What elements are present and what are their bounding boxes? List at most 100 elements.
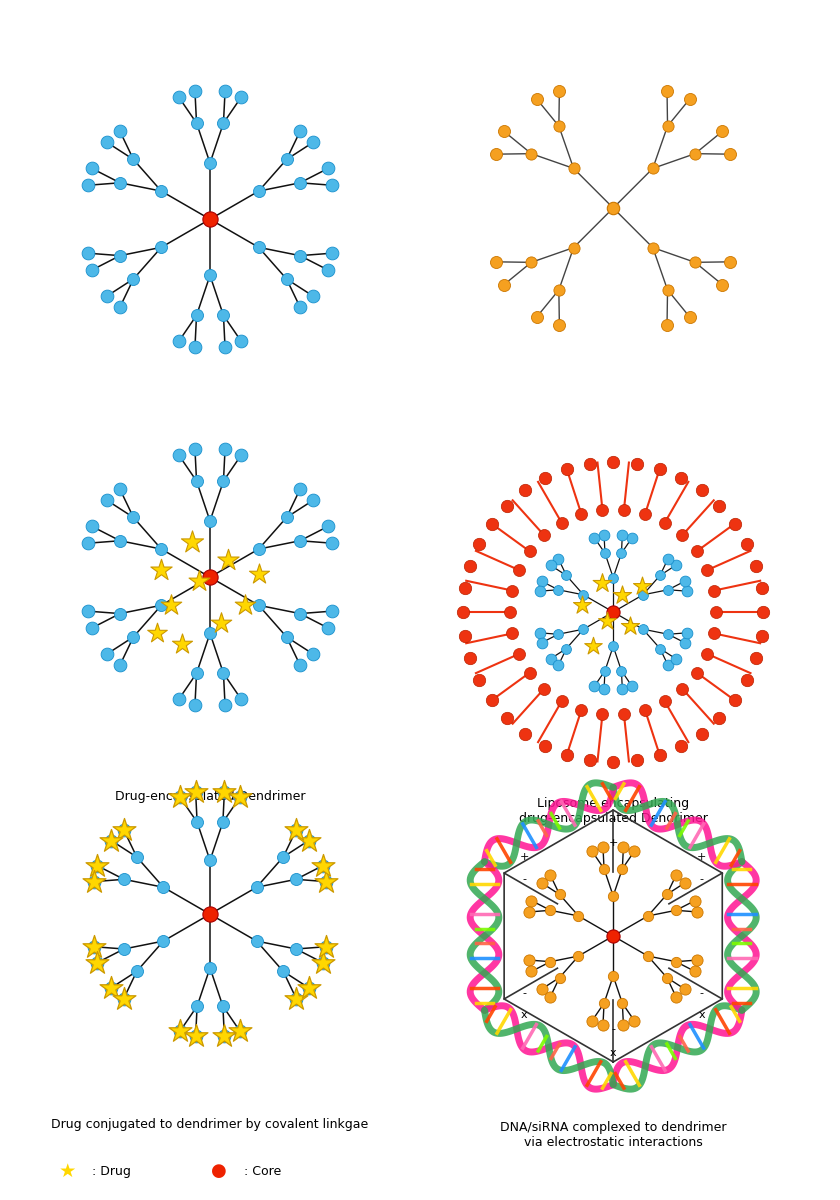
Point — [464, 556, 477, 575]
Point — [675, 526, 689, 545]
Point — [606, 752, 620, 772]
Point — [155, 238, 168, 257]
Point — [525, 890, 538, 910]
Point — [173, 1021, 186, 1040]
Point — [606, 966, 620, 985]
Point — [218, 695, 232, 714]
Point — [606, 568, 620, 587]
Point — [113, 656, 127, 676]
Point — [203, 959, 217, 978]
Point — [707, 624, 721, 643]
Point — [512, 644, 526, 664]
Point — [523, 662, 537, 682]
Point — [583, 454, 596, 473]
Point — [81, 175, 95, 194]
Point — [669, 901, 683, 920]
Point — [616, 994, 629, 1013]
Point — [740, 671, 753, 690]
Point — [150, 624, 164, 643]
Point — [87, 937, 101, 956]
Point — [606, 637, 620, 656]
Point — [85, 618, 98, 637]
Text: +: + — [608, 838, 618, 848]
Text: -: - — [612, 814, 615, 823]
Point — [239, 595, 252, 614]
Point — [757, 602, 770, 622]
Point — [189, 1027, 202, 1046]
Point — [595, 574, 608, 593]
Point — [203, 210, 217, 229]
Point — [749, 556, 763, 575]
Point — [293, 479, 307, 498]
Point — [218, 82, 232, 101]
Point — [583, 751, 596, 770]
Point — [216, 812, 229, 832]
Point — [678, 571, 691, 590]
Point — [678, 634, 691, 653]
Point — [90, 953, 103, 972]
Point — [598, 544, 612, 563]
Point — [203, 905, 217, 924]
Point — [567, 158, 580, 178]
Point — [203, 851, 217, 870]
Text: : Core: : Core — [244, 1165, 281, 1177]
Point — [216, 996, 229, 1015]
Point — [512, 560, 526, 580]
Point — [501, 709, 514, 728]
Text: -: - — [522, 989, 527, 998]
Point — [638, 701, 652, 720]
Point — [533, 582, 546, 601]
Point — [172, 690, 186, 709]
Point — [669, 988, 683, 1007]
Point — [690, 542, 703, 562]
Point — [290, 989, 303, 1008]
Text: -: - — [700, 874, 704, 883]
Point — [625, 677, 638, 696]
Point — [155, 595, 168, 614]
Point — [203, 568, 217, 587]
Point — [572, 947, 585, 966]
Point — [276, 847, 290, 866]
Point — [113, 604, 127, 623]
Point — [689, 144, 702, 163]
Point — [280, 269, 293, 288]
Point — [716, 275, 729, 294]
Point — [669, 952, 683, 971]
Point — [473, 671, 486, 690]
Point — [575, 595, 589, 614]
Point — [577, 619, 591, 638]
Point — [669, 556, 682, 575]
Point — [497, 275, 511, 294]
Point — [234, 445, 248, 464]
Point — [173, 787, 186, 806]
Point — [319, 937, 333, 956]
Point — [552, 655, 565, 674]
Point — [105, 978, 118, 997]
Point — [317, 856, 330, 875]
Point — [660, 316, 674, 335]
Point — [317, 856, 330, 875]
Point — [543, 865, 557, 884]
Point — [538, 526, 551, 545]
Point — [290, 989, 303, 1008]
Point — [252, 595, 265, 614]
Text: Liposome encapsulating
drug-encapsulated Dendrimer: Liposome encapsulating drug-encapsulated… — [519, 798, 707, 826]
Point — [81, 601, 95, 620]
Point — [485, 514, 498, 533]
Point — [538, 679, 551, 698]
Point — [501, 496, 514, 515]
Point — [588, 528, 601, 547]
Point — [218, 440, 232, 460]
Point — [189, 782, 202, 802]
Point — [497, 121, 511, 140]
Point — [646, 158, 659, 178]
Point — [675, 679, 689, 698]
Point — [535, 979, 549, 998]
Text: x: x — [610, 1049, 617, 1058]
Point — [683, 89, 696, 108]
Point — [87, 937, 101, 956]
Point — [322, 158, 335, 178]
Point — [552, 116, 565, 136]
Point — [100, 644, 113, 664]
Point — [552, 281, 565, 300]
